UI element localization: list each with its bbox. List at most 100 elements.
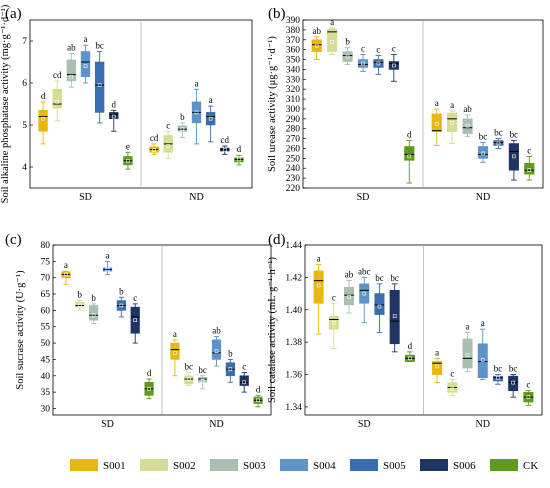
y-tick-label: 45 [41, 355, 51, 365]
y-tick-label: 4 [22, 163, 27, 173]
box-S003-SD: ab [344, 270, 355, 314]
mean-marker [434, 121, 439, 126]
box-S002-ND: bc [184, 362, 194, 387]
box-S002-SD: a [327, 17, 338, 56]
box-body [462, 118, 473, 134]
significance-letter: bc [479, 132, 488, 142]
box-body [404, 146, 415, 161]
significance-letter: b [119, 286, 124, 296]
box-S002-SD: b [75, 290, 85, 311]
significance-letter: a [173, 329, 177, 339]
box-body [431, 113, 442, 132]
box-S003-SD: b [342, 37, 353, 65]
box-body [177, 125, 188, 132]
box-S006-SD: bc [389, 273, 400, 353]
y-axis-label: Soil sucrase activity (U·g⁻¹) [15, 270, 26, 390]
box-body [477, 343, 488, 379]
box-S001-ND: a [432, 347, 443, 384]
y-tick-label: 70 [41, 274, 51, 284]
mean-marker [214, 349, 219, 354]
significance-letter: a [466, 321, 470, 331]
box-S001-SD: a [61, 260, 71, 285]
mean-marker [450, 387, 455, 391]
y-tick-label: 220 [286, 184, 301, 194]
box-S001-SD: ab [311, 26, 322, 60]
significance-letter: cd [150, 133, 159, 143]
box-S006-ND: bc [508, 364, 519, 398]
mean-marker [186, 377, 191, 381]
significance-letter: cd [53, 70, 62, 80]
legend-label-S002: S002 [173, 460, 196, 472]
box-body [388, 61, 399, 70]
significance-letter: c [450, 368, 454, 378]
legend-label-S001: S001 [103, 460, 126, 472]
box-S005-ND: bc [492, 364, 503, 385]
box-CK-SD: d [404, 130, 415, 184]
box-CK-ND: c [524, 145, 535, 181]
y-tick-label: 260 [286, 144, 301, 154]
box-body [52, 89, 62, 109]
mean-marker [256, 398, 260, 403]
y-tick-label: 35 [41, 388, 51, 398]
y-tick-label: 1.38 [285, 338, 302, 348]
box-CK-SD: e [123, 141, 133, 170]
y-tick-label: 340 [286, 65, 301, 75]
mean-marker [152, 148, 156, 152]
box-S005-SD: b [116, 286, 126, 318]
mean-marker [173, 351, 177, 355]
mean-marker [126, 158, 130, 163]
box-S003-ND: ab [462, 104, 473, 138]
box-body [130, 306, 140, 334]
significance-letter: d [112, 99, 117, 109]
legend-swatch-CK [490, 459, 518, 471]
box-S004-ND: bc [477, 132, 489, 163]
significance-letter: d [41, 91, 46, 101]
mean-marker [200, 378, 205, 383]
significance-letter: cd [221, 135, 230, 145]
legend-swatch-S005 [350, 459, 378, 471]
y-tick-label: 6 [22, 79, 27, 89]
box-S001-SD: d [38, 91, 48, 145]
mean-marker [83, 64, 88, 68]
y-tick-label: 65 [41, 290, 51, 300]
box-body [94, 61, 105, 113]
box-body [66, 59, 77, 82]
box-S001-ND: a [170, 329, 180, 377]
significance-letter: d [407, 130, 412, 140]
significance-letter: c [527, 145, 531, 155]
box-S001-SD: a [313, 253, 324, 335]
significance-letter: a [106, 250, 110, 260]
box-S006-SD: d [109, 99, 119, 132]
box-S005-ND: b [225, 348, 235, 383]
box-S002-ND: c [163, 120, 173, 160]
significance-letter: abc [358, 266, 371, 276]
group-label: ND [476, 419, 490, 430]
mean-marker [111, 114, 116, 119]
y-tick-label: 40 [41, 372, 51, 382]
y-tick-label: 290 [286, 115, 301, 125]
mean-marker [133, 318, 138, 322]
box-S004-SD: a [102, 250, 113, 275]
panel-label: (a) [5, 6, 22, 22]
y-tick-label: 5 [22, 121, 27, 131]
panel-label: (b) [268, 6, 286, 22]
significance-letter: c [166, 120, 170, 130]
group-label: SD [358, 419, 371, 430]
y-tick-label: 370 [286, 36, 301, 46]
mean-marker [511, 380, 515, 385]
significance-letter: bc [95, 41, 104, 51]
mean-marker [316, 283, 321, 288]
panel-label: (c) [5, 232, 22, 248]
significance-letter: ab [212, 326, 221, 336]
mean-marker [55, 100, 60, 104]
y-tick-label: 1.44 [285, 241, 302, 251]
y-axis-label: Soil catalase activity (mL·g⁻¹·h⁻¹) [267, 257, 278, 403]
legend-swatch-S001 [70, 459, 98, 471]
y-tick-label: 230 [286, 174, 301, 184]
box-body [342, 51, 353, 62]
box-body [109, 112, 119, 120]
box-S002-ND: c [447, 368, 458, 397]
significance-letter: c [133, 293, 137, 303]
significance-letter: e [126, 141, 130, 151]
significance-letter: a [84, 34, 88, 44]
